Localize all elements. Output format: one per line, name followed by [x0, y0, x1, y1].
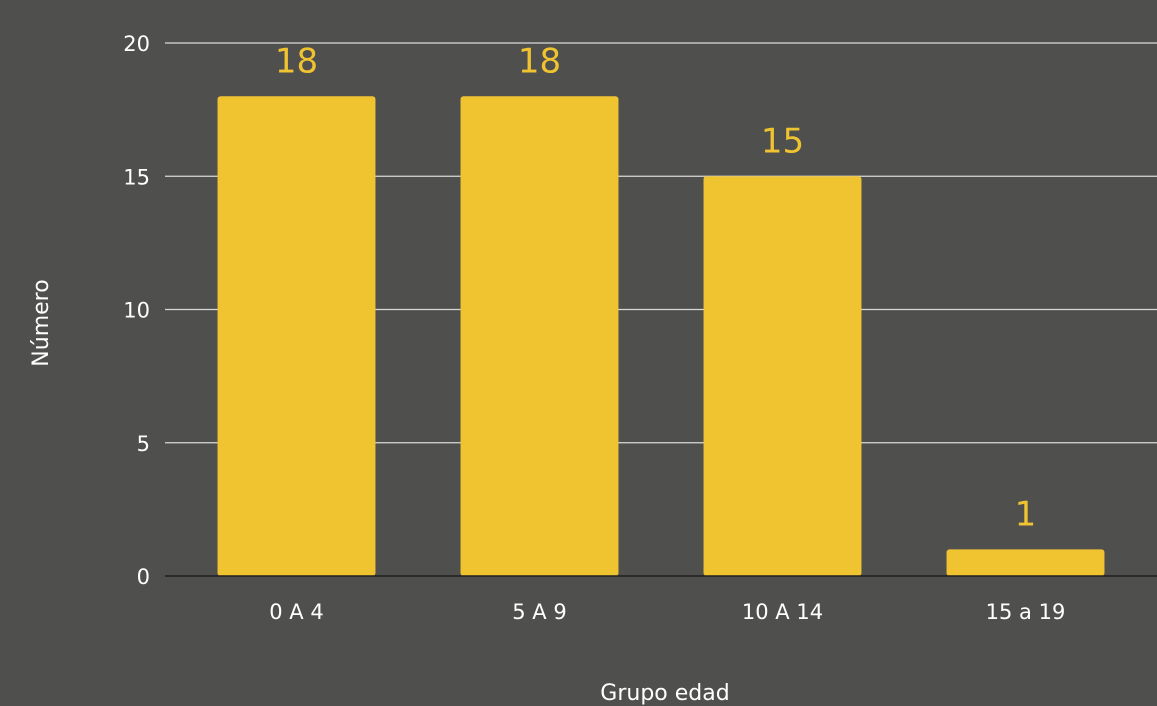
data-labels: 18 18 15 1	[275, 41, 1036, 534]
data-label: 15	[761, 121, 804, 161]
y-axis-ticks: 0 5 10 15 20	[123, 32, 150, 589]
x-tick-label: 10 A 14	[742, 600, 823, 624]
x-tick-label: 15 a 19	[986, 600, 1066, 624]
y-tick-label: 5	[137, 432, 150, 456]
y-tick-label: 20	[123, 32, 150, 56]
data-label: 18	[275, 41, 318, 81]
x-tick-label: 5 A 9	[512, 600, 566, 624]
y-tick-label: 15	[123, 165, 150, 189]
data-label: 18	[518, 41, 561, 81]
bar	[217, 96, 376, 577]
y-axis-title: Número	[29, 279, 54, 366]
bar	[946, 549, 1105, 576]
x-tick-label: 0 A 4	[269, 600, 323, 624]
y-tick-label: 10	[123, 299, 150, 323]
bar	[460, 96, 619, 577]
bars	[217, 96, 1105, 577]
bar	[703, 176, 862, 576]
x-axis-title: Grupo edad	[600, 681, 729, 706]
y-tick-label: 0	[137, 565, 150, 589]
data-label: 1	[1015, 494, 1037, 534]
x-axis-ticks: 0 A 4 5 A 9 10 A 14 15 a 19	[269, 600, 1065, 624]
